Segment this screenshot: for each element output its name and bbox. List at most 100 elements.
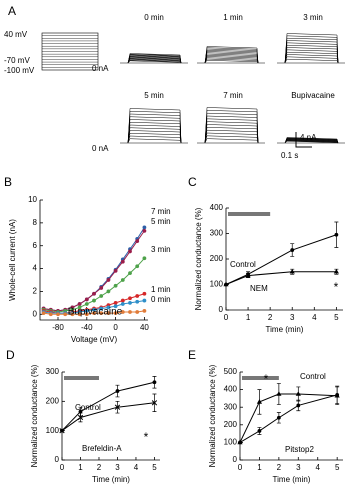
treatment-bar [242, 376, 279, 380]
x-axis-label: Voltage (mV) [71, 335, 118, 344]
y-axis-label: Normalized conductance (%) [30, 364, 39, 467]
marker [113, 304, 118, 309]
series-label: 3 min [151, 245, 171, 254]
current-trace [204, 110, 259, 144]
current-trace [127, 132, 182, 144]
marker [237, 439, 243, 445]
zero-label: 0 nA [92, 64, 109, 73]
x-axis-label: Time (min) [273, 475, 311, 484]
marker [41, 311, 46, 316]
marker [128, 296, 132, 301]
y-tick-label: 200 [210, 254, 224, 263]
y-tick-label: 300 [210, 229, 224, 238]
marker [84, 308, 89, 313]
marker [142, 228, 147, 233]
series-label: Pitstop2 [285, 445, 314, 454]
y-axis-label: Normalized conductance (%) [194, 207, 203, 310]
marker [106, 289, 111, 294]
current-trace [284, 33, 339, 64]
treatment-bar [64, 376, 99, 380]
current-trace [284, 49, 339, 64]
trace-label: 1 min [223, 13, 243, 22]
marker [128, 249, 132, 254]
marker [276, 391, 282, 396]
y-tick-label: 100 [46, 426, 60, 435]
marker [115, 389, 120, 393]
marker [77, 305, 82, 310]
current-trace [204, 107, 259, 144]
marker [151, 400, 158, 406]
x-tick-label: 0 [113, 323, 118, 332]
marker [276, 415, 281, 420]
current-trace [204, 138, 259, 144]
x-tick-label: 40 [140, 323, 149, 332]
series-label: Control [230, 260, 256, 269]
marker [113, 311, 118, 316]
current-trace [284, 54, 339, 64]
series-label: NEM [250, 284, 268, 293]
marker [135, 264, 140, 269]
x-tick-label: 0 [238, 463, 243, 472]
marker [99, 286, 104, 290]
current-trace [204, 127, 259, 144]
series-line [225, 271, 337, 285]
marker [92, 311, 96, 316]
marker [70, 312, 75, 317]
marker [113, 268, 118, 273]
y-tick-label: 6 [33, 241, 38, 250]
marker [99, 294, 104, 298]
current-trace [284, 58, 339, 64]
y-tick-label: 300 [224, 402, 238, 411]
current-trace [284, 35, 339, 64]
x-tick-label: 5 [334, 313, 339, 322]
current-trace [127, 110, 182, 144]
panel-label: B [4, 175, 12, 189]
x-tick-label: 2 [277, 463, 282, 472]
trace-label: Bupivacaine [291, 91, 335, 100]
marker [257, 429, 262, 433]
marker [333, 268, 339, 274]
current-trace [127, 60, 182, 64]
x-tick-label: 0 [224, 313, 229, 322]
marker [92, 291, 96, 296]
marker [142, 225, 147, 230]
y-tick-label: 200 [224, 420, 238, 429]
marker [289, 268, 295, 274]
x-tick-label: 2 [97, 463, 102, 472]
series-line [225, 234, 337, 285]
trace-label: 7 min [223, 91, 243, 100]
marker [120, 278, 125, 282]
scale-label: 4 nA [300, 133, 317, 142]
y-tick-label: 10 [28, 195, 37, 204]
series-label: 5 min [151, 217, 171, 226]
trace-label: 0 min [144, 13, 164, 22]
y-tick-label: 400 [224, 385, 238, 394]
x-tick-label: -40 [81, 323, 93, 332]
marker [296, 403, 301, 408]
marker [48, 312, 53, 317]
trace-label: 5 min [144, 91, 164, 100]
marker [135, 310, 140, 314]
panel-label: A [8, 4, 16, 18]
y-tick-label: 0 [55, 455, 60, 464]
marker [334, 392, 340, 398]
x-tick-label: 5 [335, 463, 340, 472]
x-tick-label: 0 [60, 463, 65, 472]
step-label: 40 mV [4, 30, 28, 39]
marker [295, 391, 301, 396]
series-line [61, 381, 155, 432]
marker [290, 248, 295, 252]
panel-label: C [188, 175, 197, 189]
current-trace [204, 46, 259, 64]
series-label: Bupivacaine [68, 307, 123, 318]
panel-label: D [6, 348, 15, 362]
marker [106, 305, 111, 310]
marker [99, 311, 104, 316]
marker [113, 283, 118, 288]
marker [113, 300, 118, 305]
y-axis-label: Normalized conductance (%) [208, 364, 217, 467]
x-tick-label: 3 [296, 463, 301, 472]
y-tick-label: 0 [219, 305, 224, 314]
y-tick-label: 4 [33, 264, 38, 273]
